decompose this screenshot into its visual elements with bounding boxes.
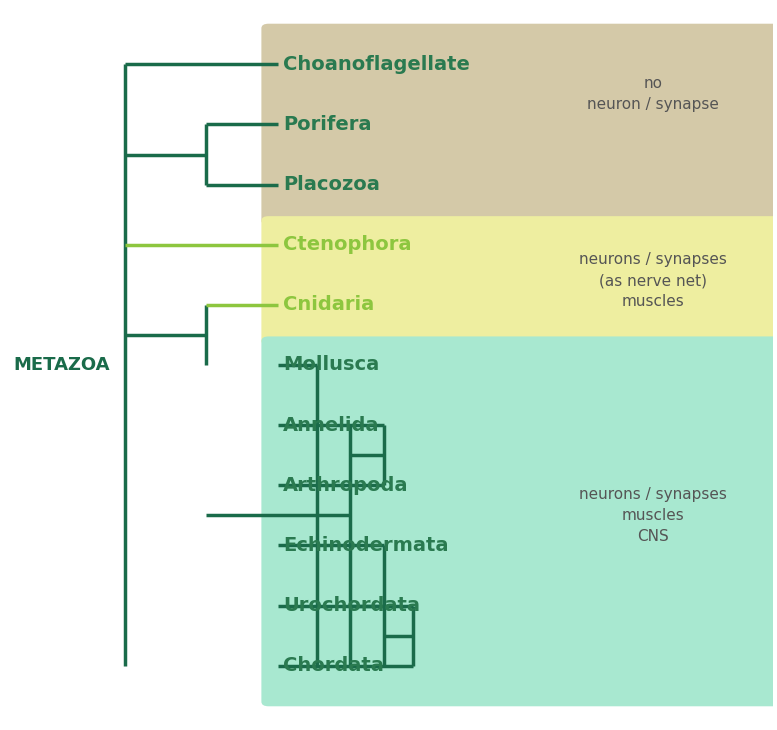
Text: Choanoflagellate: Choanoflagellate	[283, 55, 470, 74]
Text: Ctenophora: Ctenophora	[283, 235, 412, 254]
Text: METAZOA: METAZOA	[14, 356, 110, 374]
Text: Cnidaria: Cnidaria	[283, 296, 375, 315]
Text: Mollusca: Mollusca	[283, 356, 379, 374]
Text: Chordata: Chordata	[283, 656, 384, 675]
Text: Echinodermata: Echinodermata	[283, 536, 448, 555]
Text: Arthropoda: Arthropoda	[283, 476, 409, 495]
FancyBboxPatch shape	[261, 216, 777, 345]
Text: Placozoa: Placozoa	[283, 175, 380, 194]
Text: no
neuron / synapse: no neuron / synapse	[587, 77, 719, 112]
FancyBboxPatch shape	[261, 23, 777, 225]
Text: Urochordata: Urochordata	[283, 596, 420, 615]
FancyBboxPatch shape	[261, 337, 777, 707]
Text: neurons / synapses
muscles
CNS: neurons / synapses muscles CNS	[579, 487, 726, 544]
Text: Annelida: Annelida	[283, 415, 379, 434]
Text: neurons / synapses
(as nerve net)
muscles: neurons / synapses (as nerve net) muscle…	[579, 253, 726, 310]
Text: Porifera: Porifera	[283, 115, 371, 134]
